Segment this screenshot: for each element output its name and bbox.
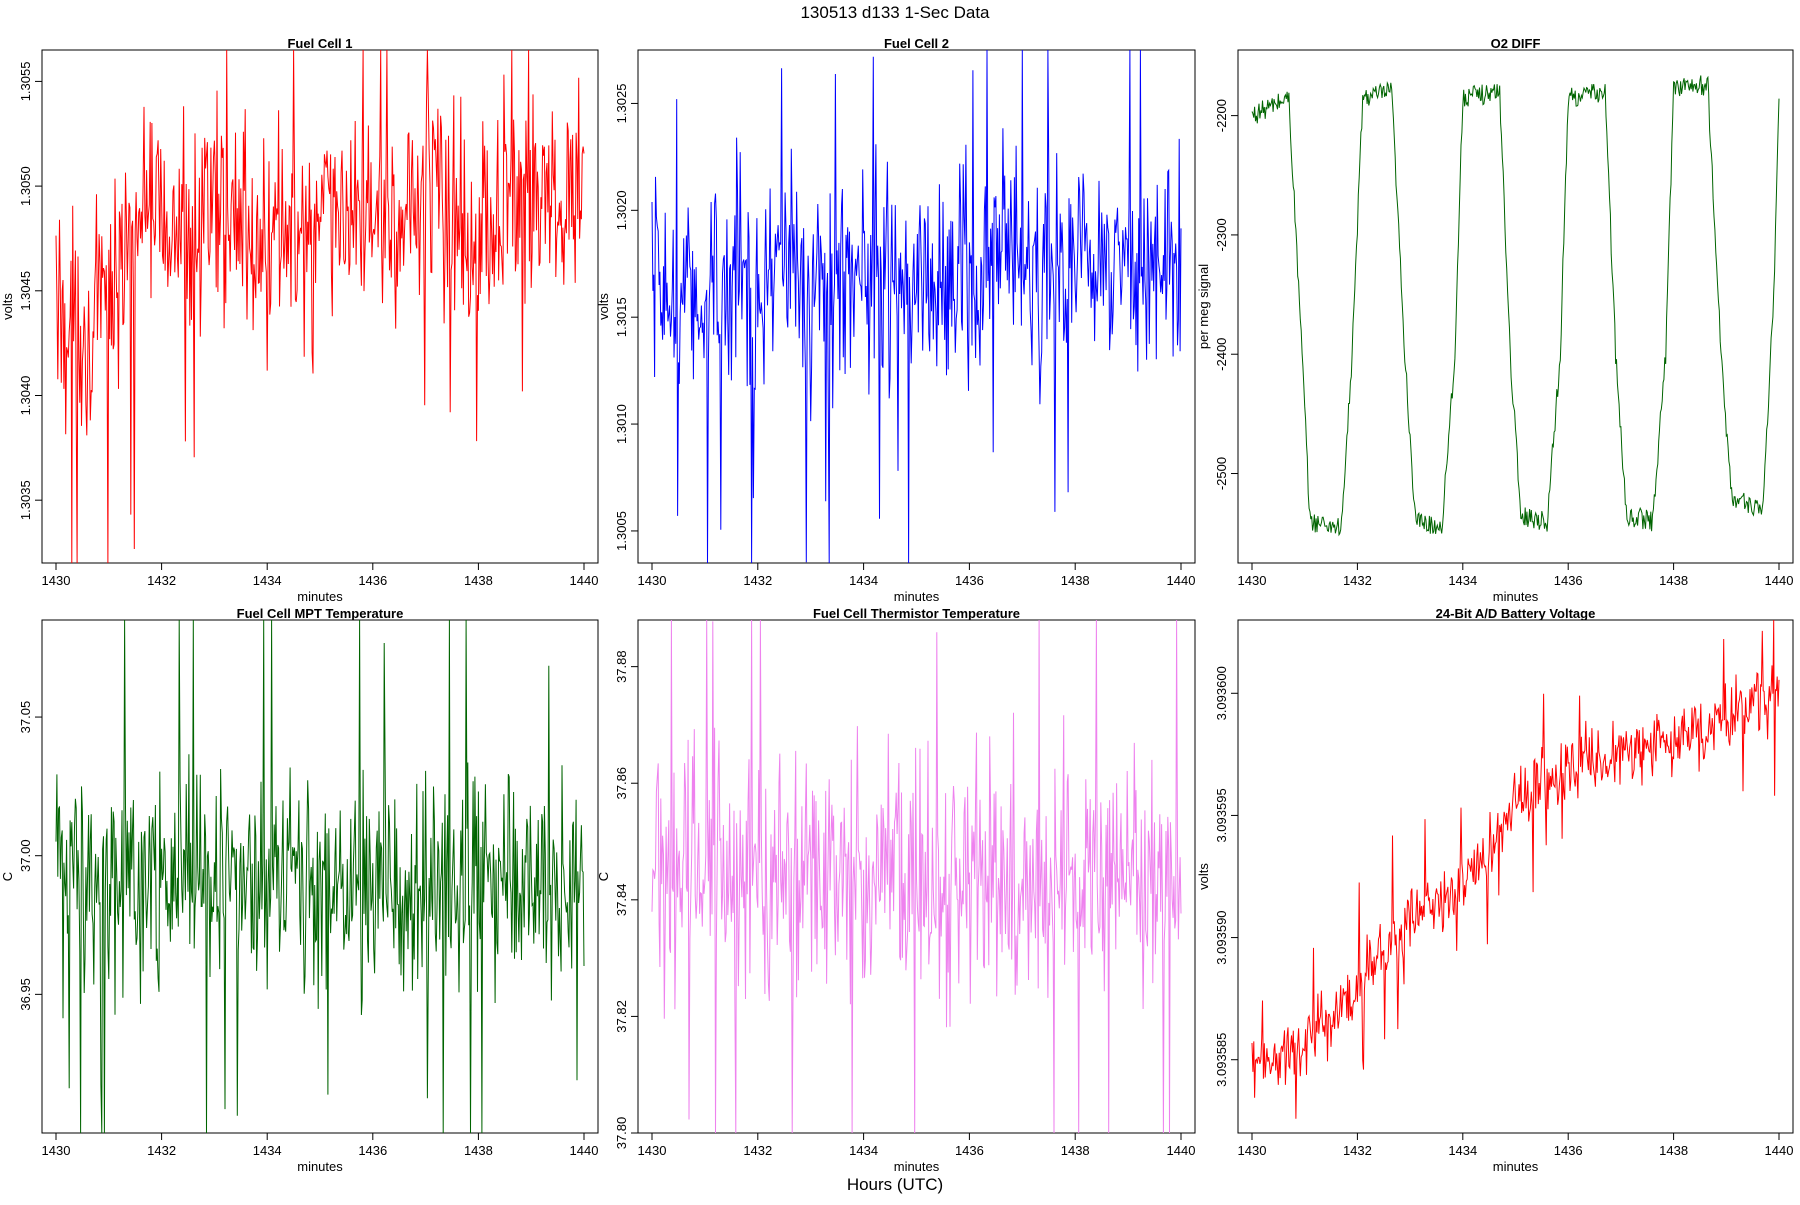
panel-title: O2 DIFF — [1491, 36, 1541, 51]
x-tick-label: 1440 — [1765, 573, 1794, 588]
y-tick-label: -2400 — [1214, 338, 1229, 371]
plot-frame — [1237, 619, 1794, 1134]
y-tick-label: 1.3045 — [18, 271, 33, 311]
y-axis-label: volts — [0, 293, 15, 320]
x-tick-label: 1436 — [1554, 573, 1583, 588]
y-tick-label: 37.00 — [18, 839, 33, 872]
x-tick-label: 1432 — [1343, 573, 1372, 588]
series-line — [1251, 75, 1780, 537]
x-tick-label: 1436 — [358, 573, 387, 588]
x-axis-label: minutes — [1493, 589, 1539, 604]
y-tick-label: 37.86 — [614, 767, 629, 800]
x-tick-label: 1432 — [147, 1143, 176, 1158]
x-tick-label: 1436 — [955, 573, 984, 588]
y-tick-label: 1.3035 — [18, 480, 33, 520]
x-axis-label: minutes — [894, 1159, 940, 1174]
y-tick-label: 1.3025 — [614, 84, 629, 124]
y-tick-label: 36.95 — [18, 978, 33, 1011]
series-line — [1251, 619, 1780, 1119]
y-tick-label: -2500 — [1214, 457, 1229, 490]
x-tick-label: 1440 — [570, 1143, 599, 1158]
y-tick-label: -2200 — [1214, 99, 1229, 132]
panel-title: Fuel Cell Thermistor Temperature — [813, 606, 1020, 621]
x-tick-label: 1440 — [1167, 1143, 1196, 1158]
y-tick-label: 1.3015 — [614, 297, 629, 337]
x-tick-label: 1436 — [358, 1143, 387, 1158]
plot-frame — [41, 49, 599, 564]
y-tick-label: 37.82 — [614, 1000, 629, 1033]
x-tick-label: 1434 — [1448, 573, 1477, 588]
x-axis-label: minutes — [297, 1159, 343, 1174]
panel-title: 24-Bit A/D Battery Voltage — [1436, 606, 1596, 621]
x-tick-label: 1438 — [464, 573, 493, 588]
series-line — [55, 619, 585, 1134]
series-line — [55, 49, 585, 564]
y-axis-label: volts — [596, 293, 611, 320]
x-tick-label: 1438 — [1061, 573, 1090, 588]
y-tick-label: -2300 — [1214, 218, 1229, 251]
y-tick-label: 3.093595 — [1214, 788, 1229, 842]
x-tick-label: 1434 — [849, 573, 878, 588]
x-tick-label: 1436 — [1554, 1143, 1583, 1158]
x-tick-label: 1430 — [42, 1143, 71, 1158]
series-line — [651, 619, 1182, 1134]
x-tick-label: 1440 — [570, 573, 599, 588]
x-axis-label: minutes — [1493, 1159, 1539, 1174]
x-tick-label: 1438 — [1061, 1143, 1090, 1158]
x-tick-label: 1438 — [1659, 1143, 1688, 1158]
x-axis-label: minutes — [297, 589, 343, 604]
x-tick-label: 1434 — [253, 573, 282, 588]
panel-title: Fuel Cell 2 — [884, 36, 949, 51]
x-tick-label: 1432 — [1343, 1143, 1372, 1158]
y-axis-label: C — [596, 872, 611, 881]
y-tick-label: 1.3020 — [614, 190, 629, 230]
x-tick-label: 1430 — [42, 573, 71, 588]
y-tick-label: 3.093585 — [1214, 1033, 1229, 1087]
x-tick-label: 1434 — [849, 1143, 878, 1158]
y-tick-label: 37.80 — [614, 1117, 629, 1150]
y-tick-label: 1.3050 — [18, 166, 33, 206]
series-line — [651, 49, 1182, 564]
y-tick-label: 37.05 — [18, 701, 33, 734]
y-tick-label: 37.84 — [614, 884, 629, 917]
x-tick-label: 1430 — [1238, 1143, 1267, 1158]
y-axis-label: C — [0, 872, 15, 881]
y-tick-label: 1.3040 — [18, 376, 33, 416]
x-tick-label: 1432 — [743, 1143, 772, 1158]
x-tick-label: 1432 — [147, 573, 176, 588]
x-tick-label: 1440 — [1167, 573, 1196, 588]
x-tick-label: 1440 — [1765, 1143, 1794, 1158]
x-axis-label: minutes — [894, 589, 940, 604]
x-tick-label: 1438 — [1659, 573, 1688, 588]
x-tick-label: 1430 — [1238, 573, 1267, 588]
x-tick-label: 1432 — [743, 573, 772, 588]
y-tick-label: 1.3010 — [614, 404, 629, 444]
x-tick-label: 1434 — [1448, 1143, 1477, 1158]
x-tick-label: 1436 — [955, 1143, 984, 1158]
panel-title: Fuel Cell 1 — [287, 36, 352, 51]
y-tick-label: 37.88 — [614, 650, 629, 683]
y-axis-label: per meg signal — [1196, 264, 1211, 349]
y-tick-label: 1.3005 — [614, 511, 629, 551]
y-tick-label: 1.3055 — [18, 62, 33, 102]
x-tick-label: 1434 — [253, 1143, 282, 1158]
panel-title: Fuel Cell MPT Temperature — [237, 606, 404, 621]
figure-title: 130513 d133 1-Sec Data — [800, 3, 990, 22]
x-tick-label: 1438 — [464, 1143, 493, 1158]
figure-outer-xlabel: Hours (UTC) — [847, 1175, 943, 1194]
x-tick-label: 1430 — [638, 573, 667, 588]
y-tick-label: 3.093590 — [1214, 910, 1229, 964]
x-tick-label: 1430 — [638, 1143, 667, 1158]
y-tick-label: 3.093600 — [1214, 666, 1229, 720]
y-axis-label: volts — [1196, 863, 1211, 890]
